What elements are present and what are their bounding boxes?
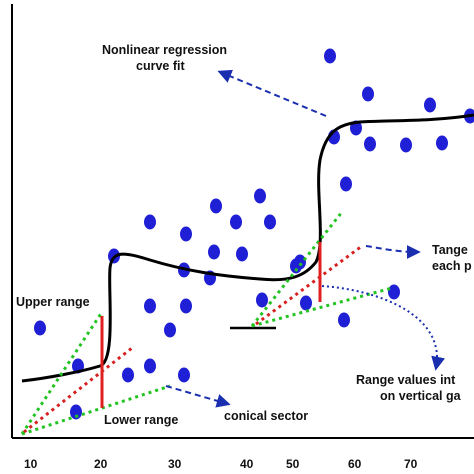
data-point	[364, 136, 376, 152]
cone-left-lower	[21, 384, 171, 436]
data-point	[70, 404, 82, 420]
arrow-nonlinear	[217, 69, 327, 117]
data-point	[388, 284, 400, 300]
tangent-right	[255, 244, 363, 326]
data-point	[180, 226, 192, 242]
data-point	[122, 367, 134, 383]
data-point	[362, 86, 374, 102]
label-upper-range: Upper range	[16, 295, 90, 309]
data-point	[324, 48, 336, 64]
label-nonlinear-line2: curve fit	[136, 59, 185, 73]
regression-curve	[21, 113, 474, 383]
data-point	[144, 214, 156, 230]
data-points	[34, 48, 474, 420]
cone-right-lower	[251, 286, 393, 328]
data-point	[34, 320, 46, 336]
cone-right-upper	[250, 211, 344, 327]
data-point	[208, 244, 220, 260]
data-point	[144, 358, 156, 374]
data-point	[254, 188, 266, 204]
arrow-tangent	[365, 244, 421, 259]
data-point	[338, 312, 350, 328]
x-tick-label: 50	[286, 457, 300, 471]
data-point	[436, 135, 448, 151]
data-point	[256, 292, 268, 308]
x-tick-label: 60	[348, 457, 362, 471]
label-conical-sector: conical sector	[224, 409, 308, 423]
label-nonlinear-line1: Nonlinear regression	[102, 43, 227, 57]
data-point	[400, 137, 412, 153]
data-point	[210, 198, 222, 214]
label-range-values-line2: on vertical ga	[380, 389, 462, 403]
data-point	[164, 322, 176, 338]
arrow-range-values	[321, 285, 445, 371]
data-point	[300, 295, 312, 311]
data-point	[178, 367, 190, 383]
x-tick-label: 20	[94, 457, 108, 471]
label-lower-range: Lower range	[104, 413, 178, 427]
data-point	[290, 258, 302, 274]
label-tangent-line1: Tange	[432, 243, 468, 257]
x-tick-label: 40	[240, 457, 254, 471]
arrow-conical	[165, 385, 231, 408]
data-point	[424, 97, 436, 113]
x-tick-label: 10	[24, 457, 38, 471]
data-point	[230, 214, 242, 230]
label-range-values-line1: Range values int	[356, 373, 456, 387]
tangent-left	[23, 346, 133, 434]
label-tangent-line2: each p	[432, 259, 472, 273]
data-point	[264, 214, 276, 230]
data-point	[144, 298, 156, 314]
data-point	[180, 298, 192, 314]
data-point	[340, 176, 352, 192]
x-tick-label: 30	[168, 457, 182, 471]
data-point	[236, 246, 248, 262]
cone-left-upper	[20, 311, 104, 435]
x-tick-label: 70	[404, 457, 418, 471]
